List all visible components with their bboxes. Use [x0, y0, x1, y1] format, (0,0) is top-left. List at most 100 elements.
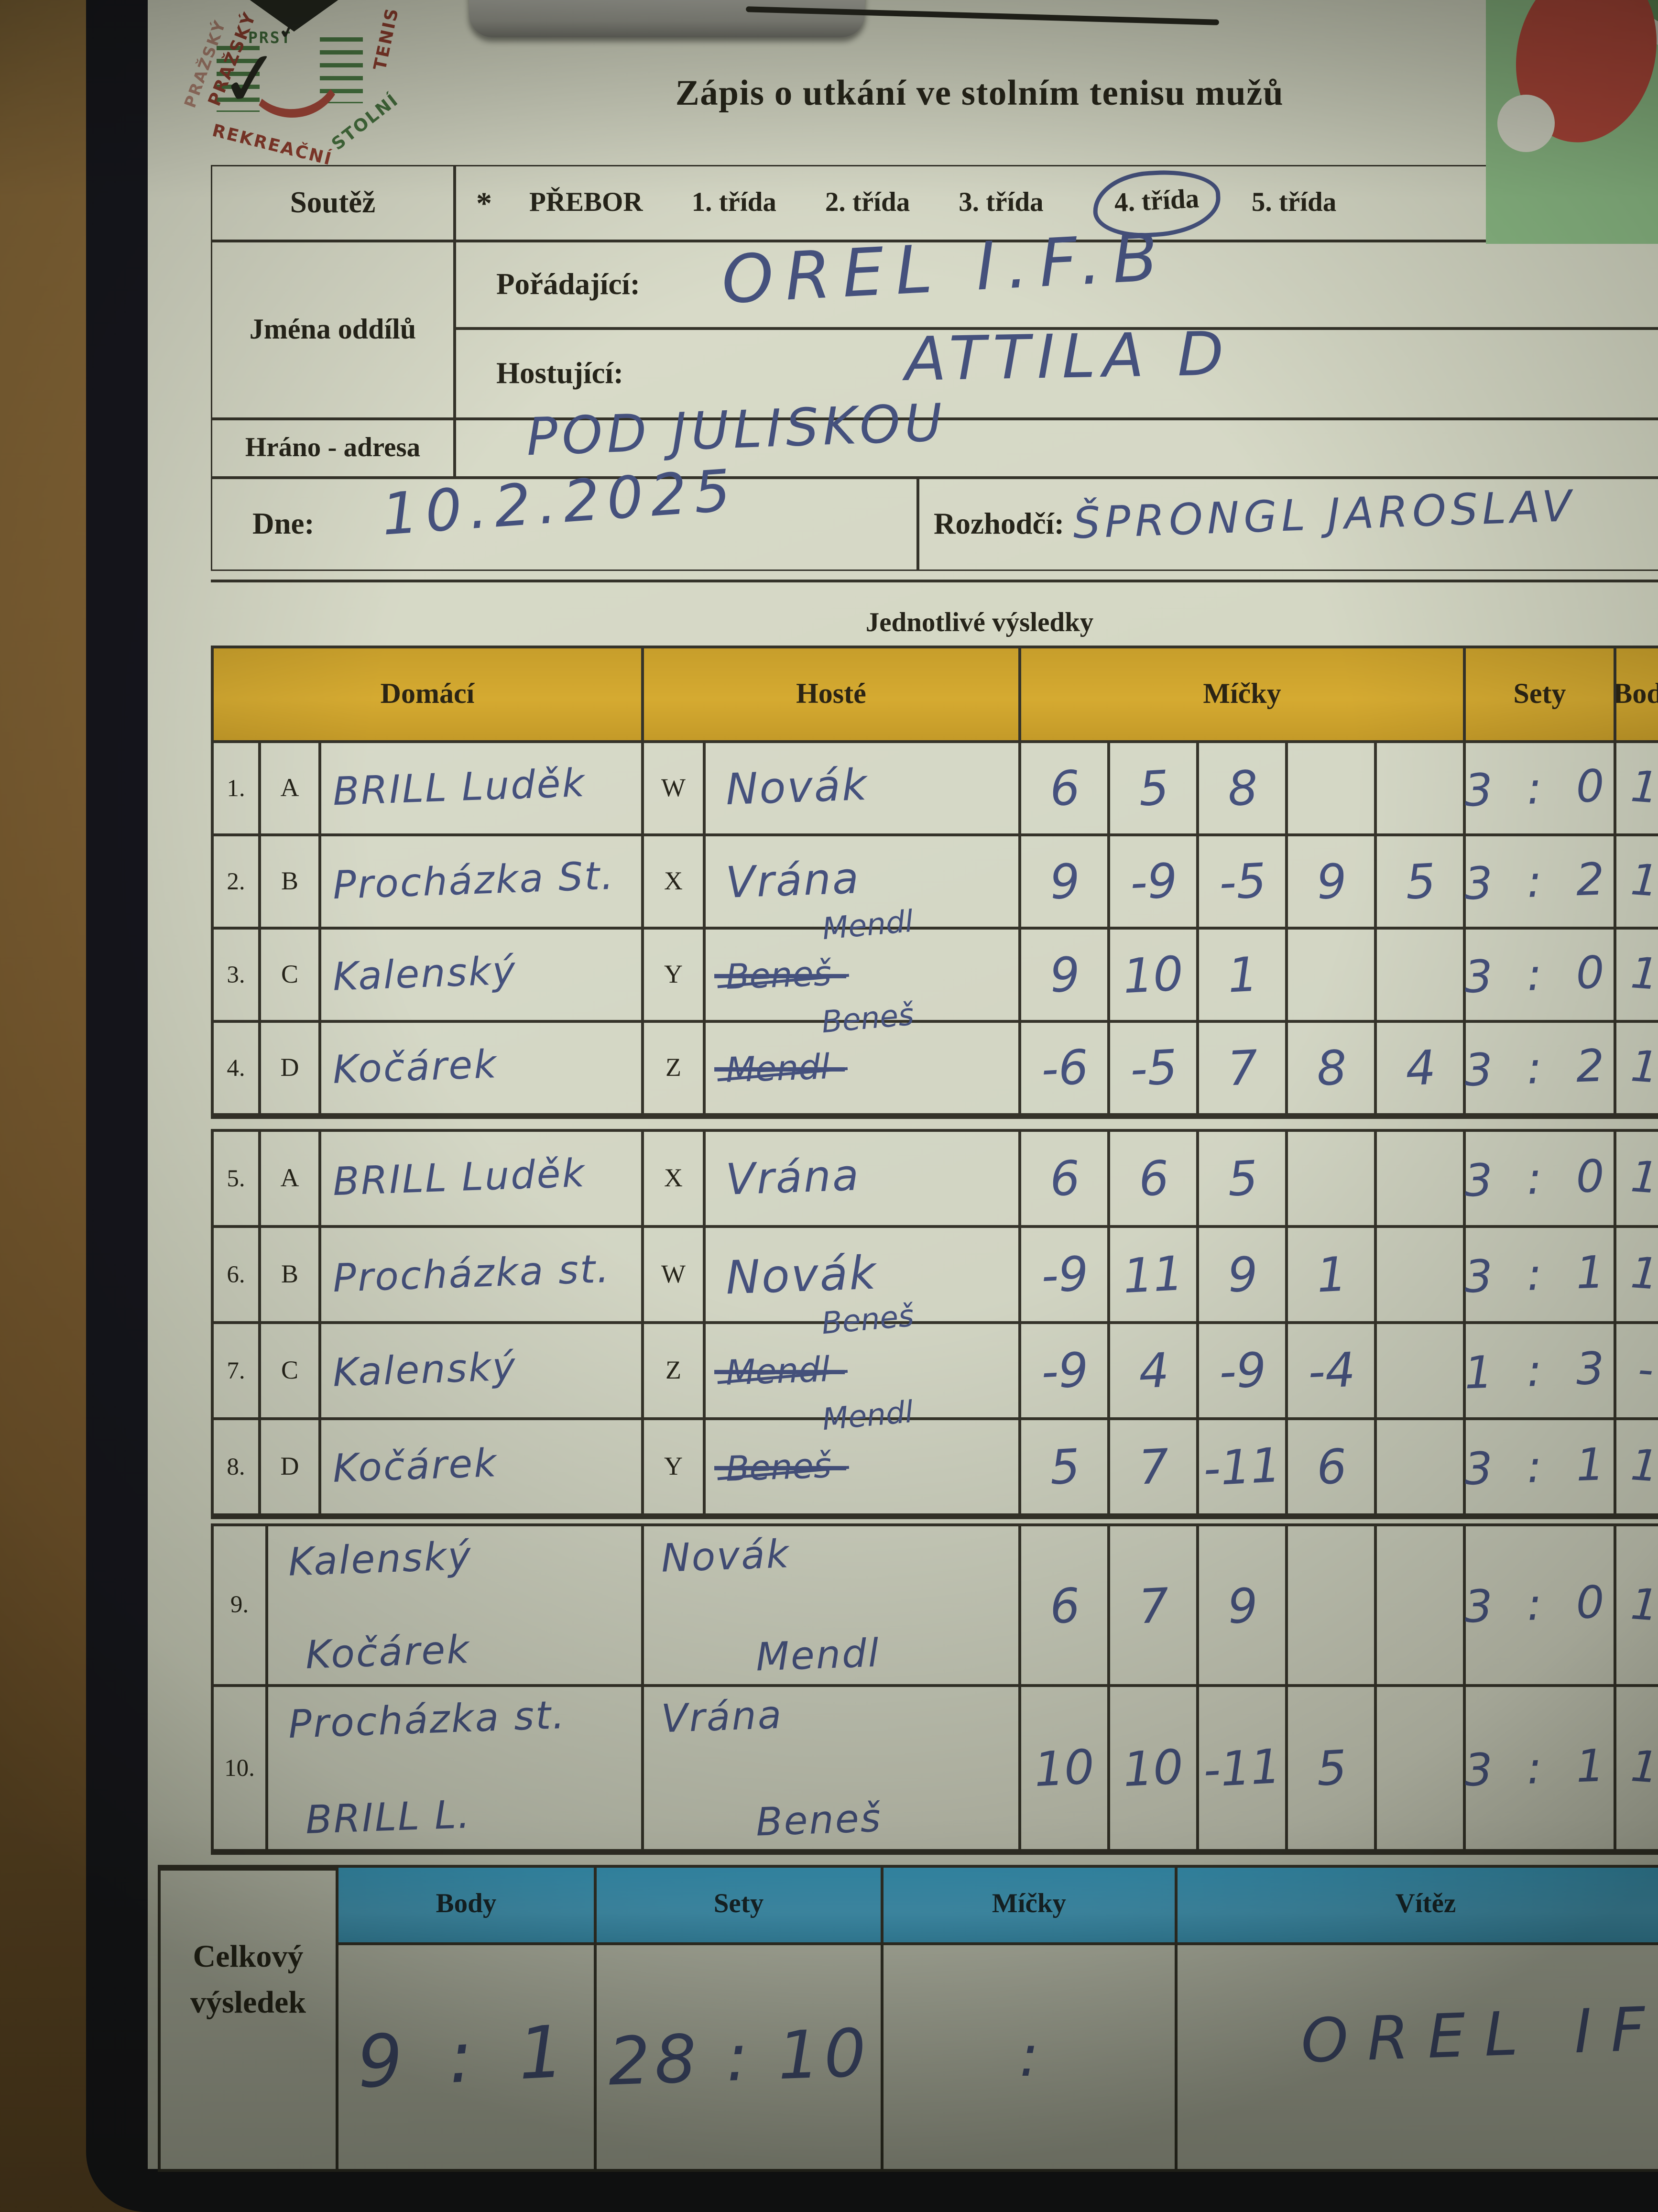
- guest-team-label: Hostující:: [496, 356, 623, 392]
- home-player: Procházka St.: [332, 854, 616, 909]
- points-result: 1: [1630, 855, 1658, 908]
- summary-vitez-cell: OREL IF: [1175, 1942, 1658, 2169]
- col-domaci: Domácí: [214, 648, 644, 740]
- set-score: 6: [1047, 1577, 1080, 1634]
- table-tennis-illustration: [1486, 0, 1658, 244]
- home-player: Kočárek: [332, 1442, 498, 1492]
- away-player-2: Beneš: [755, 1796, 883, 1845]
- points-result: 1: [1630, 1742, 1658, 1794]
- section-title: Jednotlivé výsledky: [607, 608, 1353, 640]
- doubles-table: 9. Kalenský Kočárek Novák Mendl 6 7 9 3 …: [211, 1523, 1658, 1855]
- home-letter: A: [281, 1163, 299, 1194]
- winner-name: OREL IF: [1300, 1993, 1658, 2076]
- sets-result: 3 : 0: [1464, 1150, 1615, 1207]
- total-balls: :: [1019, 2024, 1038, 2090]
- match-number: 1.: [227, 774, 245, 803]
- total-points: 9 : 1: [355, 2010, 577, 2104]
- away-player: Novák: [725, 1245, 878, 1304]
- referee-label: Rozhodčí:: [934, 506, 1064, 542]
- points-result: -: [1636, 1345, 1655, 1396]
- table-row: 9. Kalenský Kočárek Novák Mendl 6 7 9 3 …: [214, 1526, 1658, 1684]
- away-letter: Z: [665, 1053, 681, 1083]
- set-score: 5: [1047, 1438, 1080, 1495]
- set-score: 5: [1225, 1150, 1258, 1207]
- total-result-label: Celkový výsledek: [161, 1868, 336, 2169]
- home-player: BRILL Luděk: [332, 1152, 587, 1205]
- away-letter: X: [664, 1163, 683, 1194]
- summary-col-vitez: Vítěz: [1175, 1868, 1658, 1942]
- asterisk: *: [476, 185, 492, 222]
- summary-col-body: Body: [336, 1868, 594, 1942]
- set-score: 7: [1136, 1438, 1169, 1495]
- venue-label-cell: Hráno - adresa: [211, 419, 455, 478]
- set-score: 6: [1136, 1150, 1169, 1207]
- away-letter: W: [661, 773, 686, 803]
- sets-result: 3 : 1: [1464, 1740, 1615, 1796]
- venue-label: Hráno - adresa: [245, 433, 420, 464]
- away-letter: Z: [665, 1356, 681, 1386]
- date-label: Dne:: [252, 506, 315, 542]
- set-score: 8: [1314, 1039, 1347, 1096]
- page-title: Zápis o utkání ve stolním tenisu mužů: [607, 75, 1353, 115]
- results-table-1: Domácí Hosté Míčky Sety Body 1. A BRILL …: [211, 646, 1658, 1119]
- away-player: Novák: [725, 761, 869, 816]
- col-body: Body: [1616, 648, 1658, 740]
- col-micky: Míčky: [1021, 648, 1466, 740]
- home-player-1: Procházka st.: [288, 1694, 567, 1748]
- away-player-crossed: Mendl: [725, 1349, 831, 1393]
- set-score: -6: [1039, 1039, 1090, 1097]
- table-row: 1. A BRILL Luděk W Novák 6 5 8 3 : 0 1: [214, 740, 1658, 833]
- away-player: Vrána: [725, 854, 861, 909]
- match-number: 2.: [227, 867, 245, 896]
- team-names-label: Jména oddílů: [250, 314, 416, 347]
- away-letter: W: [661, 1259, 686, 1290]
- set-score: 5: [1136, 759, 1169, 817]
- home-letter: D: [281, 1452, 299, 1482]
- away-player-correction: Mendl: [821, 1395, 915, 1437]
- set-score: 10: [1122, 945, 1185, 1004]
- results-table-header: Domácí Hosté Míčky Sety Body: [214, 648, 1658, 740]
- set-score: 8: [1225, 759, 1258, 817]
- option-1-trida: 1. třída: [692, 187, 776, 219]
- home-player: Kalenský: [332, 1345, 517, 1396]
- away-letter: X: [664, 866, 683, 897]
- col-hoste: Hosté: [644, 648, 1021, 740]
- away-player-crossed: Beneš: [725, 953, 832, 997]
- option-3-trida: 3. třída: [959, 187, 1043, 219]
- home-letter: A: [281, 773, 299, 803]
- table-row: 5. A BRILL Luděk X Vrána 6 6 5 3 : 0 1: [214, 1132, 1658, 1225]
- match-number: 6.: [227, 1260, 245, 1289]
- competition-label: Soutěž: [290, 185, 376, 221]
- away-letter: Y: [664, 960, 683, 990]
- team-names-label-cell: Jména oddílů: [211, 241, 455, 419]
- set-score: 10: [1122, 1739, 1185, 1797]
- away-player-crossed: Mendl: [725, 1046, 831, 1090]
- col-sety: Sety: [1466, 648, 1616, 740]
- total-result-table: Celkový výsledek Body Sety Míčky Vítěz 9…: [158, 1865, 1658, 2172]
- results-table-2: 5. A BRILL Luděk X Vrána 6 6 5 3 : 0 1 6…: [211, 1129, 1658, 1519]
- set-score: -5: [1128, 1039, 1178, 1097]
- set-score: 9: [1225, 1577, 1258, 1634]
- set-score: 6: [1314, 1438, 1347, 1495]
- clipboard-clip: [469, 0, 865, 37]
- set-score: 7: [1225, 1039, 1258, 1096]
- set-score: 9: [1047, 946, 1080, 1003]
- set-score: 10: [1033, 1739, 1096, 1797]
- home-player-2: Kočárek: [305, 1628, 471, 1678]
- points-result: 1: [1630, 762, 1658, 814]
- summary-sety-cell: 28 : 10: [594, 1942, 881, 2169]
- table-row: 6. B Procházka st. W Novák -9 11 9 1 3 :…: [214, 1225, 1658, 1321]
- set-score: -4: [1306, 1341, 1356, 1400]
- set-score: 9: [1047, 853, 1080, 910]
- table-row: 4. D Kočárek Z Beneš Mendl -6 -5 7 8 4 3…: [214, 1020, 1658, 1113]
- set-score: 4: [1403, 1039, 1436, 1096]
- set-score: -9: [1039, 1245, 1090, 1303]
- set-score: 9: [1314, 853, 1347, 910]
- home-player: Kočárek: [332, 1043, 498, 1093]
- sets-result: 3 : 1: [1464, 1246, 1615, 1303]
- away-player-correction: Beneš: [821, 1299, 916, 1341]
- stamp-arc-word-2: REKREAČNÍ: [210, 120, 335, 169]
- sets-result: 3 : 0: [1464, 760, 1615, 817]
- option-2-trida: 2. třída: [825, 187, 910, 219]
- home-player: Kalenský: [332, 949, 517, 1000]
